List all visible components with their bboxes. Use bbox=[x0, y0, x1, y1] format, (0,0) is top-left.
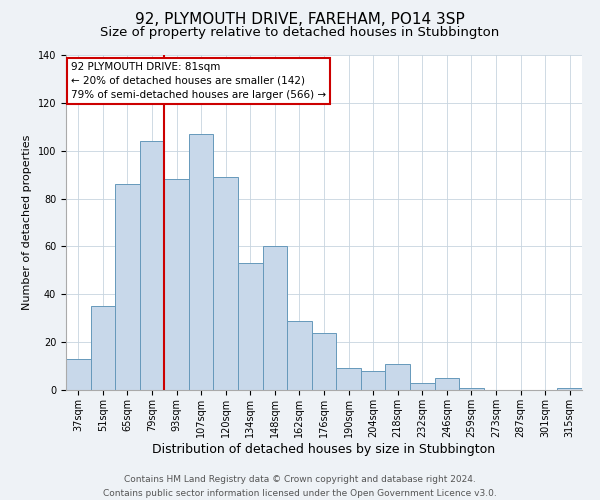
Bar bbox=[238, 263, 263, 390]
Bar bbox=[115, 184, 140, 390]
Bar bbox=[557, 388, 582, 390]
Bar bbox=[164, 180, 189, 390]
Text: Contains HM Land Registry data © Crown copyright and database right 2024.
Contai: Contains HM Land Registry data © Crown c… bbox=[103, 476, 497, 498]
Bar bbox=[91, 306, 115, 390]
Bar bbox=[312, 332, 336, 390]
Y-axis label: Number of detached properties: Number of detached properties bbox=[22, 135, 32, 310]
Bar bbox=[66, 359, 91, 390]
Bar bbox=[263, 246, 287, 390]
X-axis label: Distribution of detached houses by size in Stubbington: Distribution of detached houses by size … bbox=[152, 442, 496, 456]
Bar bbox=[287, 320, 312, 390]
Bar bbox=[434, 378, 459, 390]
Bar bbox=[410, 383, 434, 390]
Text: 92 PLYMOUTH DRIVE: 81sqm
← 20% of detached houses are smaller (142)
79% of semi-: 92 PLYMOUTH DRIVE: 81sqm ← 20% of detach… bbox=[71, 62, 326, 100]
Bar bbox=[385, 364, 410, 390]
Bar bbox=[336, 368, 361, 390]
Bar bbox=[140, 141, 164, 390]
Bar bbox=[361, 371, 385, 390]
Text: Size of property relative to detached houses in Stubbington: Size of property relative to detached ho… bbox=[100, 26, 500, 39]
Text: 92, PLYMOUTH DRIVE, FAREHAM, PO14 3SP: 92, PLYMOUTH DRIVE, FAREHAM, PO14 3SP bbox=[135, 12, 465, 28]
Bar bbox=[214, 177, 238, 390]
Bar bbox=[459, 388, 484, 390]
Bar bbox=[189, 134, 214, 390]
